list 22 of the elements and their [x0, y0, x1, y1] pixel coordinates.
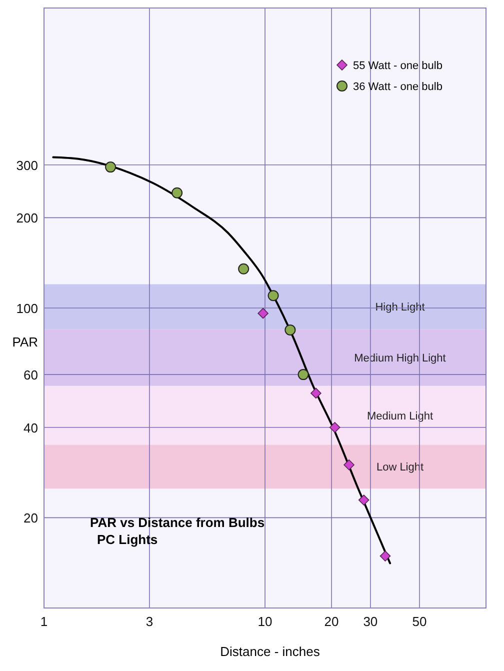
y-tick-label: 20 [24, 510, 38, 526]
band-label: Medium High Light [354, 352, 446, 365]
text: PAR vs Distance from Bulbs [90, 515, 265, 530]
y-tick-label: 100 [16, 301, 38, 316]
y-tick-label: 300 [16, 158, 38, 173]
y-axis-title: PAR [12, 334, 38, 350]
x-tick-label: 3 [146, 614, 154, 629]
band-label: High Light [375, 302, 425, 314]
x-tick-label: 20 [324, 614, 339, 629]
legend-label: 55 Watt - one bulb [353, 60, 442, 72]
legend-label: 36 Watt - one bulb [353, 81, 442, 93]
x-tick-label: 30 [363, 614, 378, 629]
x-axis-title: Distance - inches [220, 644, 320, 659]
band-label: Low Light [376, 462, 424, 474]
x-tick-label: 50 [412, 614, 427, 629]
y-tick-label: 60 [24, 368, 38, 383]
y-tick-label: 40 [24, 420, 38, 436]
x-tick-label: 1 [40, 614, 48, 629]
text: PC Lights [97, 532, 158, 547]
y-tick-label: 200 [16, 210, 38, 226]
band-label: Medium Light [366, 410, 434, 422]
x-tick-label: 10 [258, 614, 272, 629]
